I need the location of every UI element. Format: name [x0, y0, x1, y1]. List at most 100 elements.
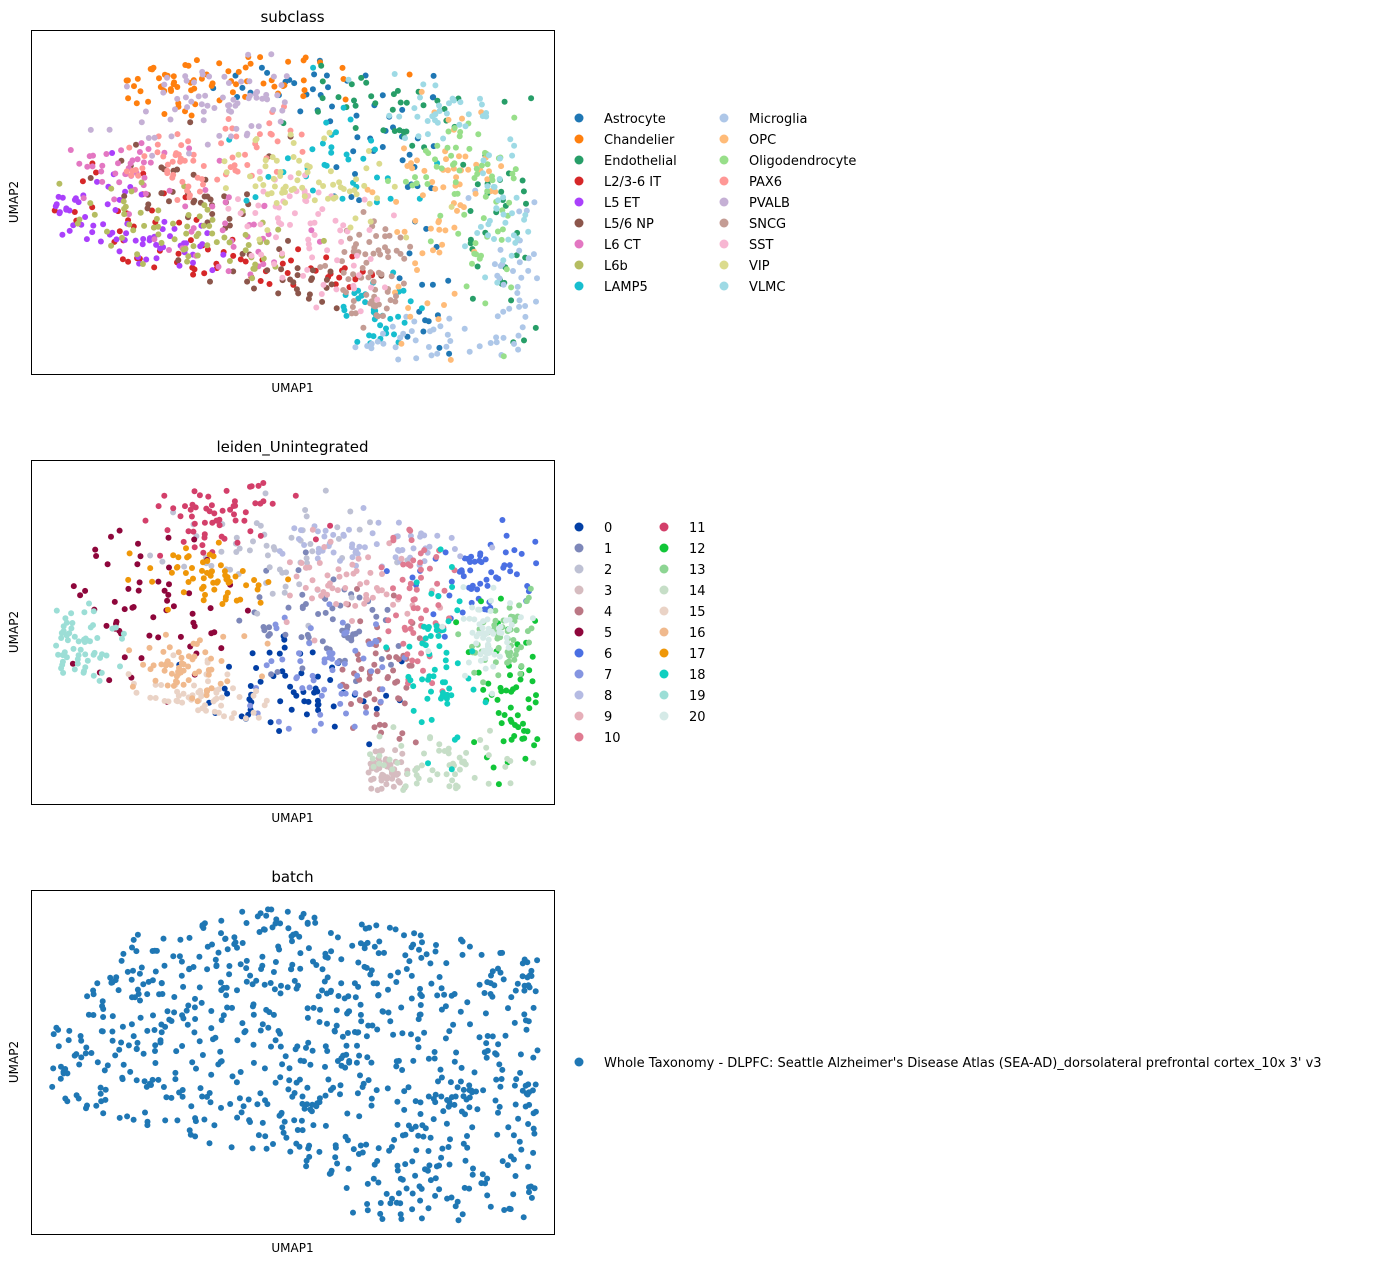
- point-SNCG: [365, 274, 372, 281]
- point-Endothelial: [467, 236, 474, 243]
- point-6: [478, 559, 485, 566]
- point-batch: [162, 1117, 169, 1124]
- point-batch: [204, 966, 211, 973]
- point-Astrocyte: [362, 72, 369, 79]
- point-LAMP5: [339, 195, 346, 202]
- point-2: [322, 487, 329, 494]
- point-10: [434, 580, 441, 587]
- point-L5 ET: [220, 251, 227, 258]
- point-L6 CT: [250, 221, 257, 228]
- point-batch: [116, 1114, 123, 1121]
- point-batch: [144, 1027, 151, 1034]
- point-batch: [324, 1020, 330, 1027]
- point-batch: [109, 979, 116, 986]
- point-6: [461, 555, 468, 562]
- point-2: [303, 555, 310, 562]
- point-SNCG: [378, 271, 385, 278]
- legend-item: 20: [659, 710, 706, 725]
- point-L2/3-6 IT: [116, 228, 123, 235]
- point-L2/3-6 IT: [79, 178, 86, 185]
- point-batch: [240, 1103, 247, 1110]
- point-batch: [403, 966, 410, 972]
- point-8: [410, 545, 417, 552]
- point-PVALB: [238, 78, 245, 85]
- point-18: [428, 590, 435, 597]
- point-11: [327, 522, 334, 529]
- point-16: [185, 663, 192, 670]
- point-LAMP5: [328, 144, 335, 151]
- point-16: [178, 654, 185, 661]
- point-L5/6 NP: [226, 222, 233, 229]
- point-20: [485, 636, 492, 643]
- point-PAX6: [199, 176, 205, 183]
- point-SST: [350, 282, 357, 289]
- point-batch: [410, 1057, 417, 1064]
- legend-label: 8: [604, 689, 612, 704]
- point-batch: [395, 1057, 402, 1064]
- point-batch: [379, 1216, 386, 1222]
- point-14: [485, 780, 492, 787]
- point-19: [55, 651, 62, 658]
- point-PVALB: [221, 73, 228, 80]
- point-2: [279, 569, 286, 576]
- point-L6 CT: [89, 163, 96, 170]
- point-Microglia: [530, 251, 537, 258]
- point-batch: [495, 965, 501, 972]
- point-batch: [419, 939, 425, 946]
- point-L5/6 NP: [309, 267, 316, 274]
- point-9: [334, 587, 341, 594]
- point-7: [363, 709, 369, 716]
- point-PAX6: [200, 163, 207, 169]
- point-3: [389, 775, 396, 782]
- point-2: [246, 547, 253, 554]
- point-0: [288, 706, 295, 713]
- point-20: [529, 615, 536, 622]
- point-5: [161, 587, 168, 594]
- point-L5 ET: [89, 229, 96, 236]
- point-Chandelier: [260, 80, 267, 87]
- point-19: [70, 645, 77, 652]
- point-17: [204, 569, 210, 576]
- point-7: [321, 659, 328, 666]
- point-batch: [487, 991, 494, 997]
- point-7: [339, 619, 346, 626]
- point-15: [198, 693, 205, 700]
- point-batch: [442, 1003, 449, 1010]
- point-L2/3-6 IT: [71, 209, 78, 215]
- point-0: [309, 649, 316, 656]
- point-8: [330, 531, 337, 538]
- point-batch: [438, 1093, 445, 1100]
- point-VLMC: [429, 113, 436, 120]
- point-batch: [322, 1092, 329, 1099]
- point-15: [253, 688, 260, 695]
- point-VIP: [221, 158, 228, 165]
- point-VIP: [264, 191, 271, 198]
- point-LAMP5: [387, 195, 394, 202]
- point-VLMC: [495, 197, 502, 204]
- point-batch: [255, 1132, 262, 1139]
- point-8: [354, 550, 361, 557]
- point-18: [406, 643, 413, 650]
- point-LAMP5: [391, 331, 397, 338]
- point-1: [282, 631, 289, 638]
- point-PVALB: [167, 116, 174, 123]
- point-L6 CT: [141, 174, 148, 181]
- point-L5 ET: [100, 221, 107, 228]
- point-batch: [375, 992, 382, 999]
- point-L5 ET: [176, 262, 183, 269]
- point-VLMC: [484, 183, 491, 190]
- point-batch: [325, 1076, 332, 1083]
- point-9: [390, 601, 397, 608]
- point-batch: [510, 1132, 517, 1139]
- point-Astrocyte: [420, 328, 427, 335]
- legend-marker: [574, 543, 584, 553]
- point-Microglia: [425, 344, 432, 350]
- point-L6b: [155, 207, 162, 214]
- point-PVALB: [274, 92, 281, 99]
- legend-label: Chandelier: [604, 133, 675, 148]
- point-16: [202, 649, 209, 656]
- point-batch: [303, 1044, 309, 1051]
- point-L6 CT: [202, 187, 209, 193]
- point-PVALB: [188, 98, 195, 105]
- legend-item: VIP: [719, 259, 770, 274]
